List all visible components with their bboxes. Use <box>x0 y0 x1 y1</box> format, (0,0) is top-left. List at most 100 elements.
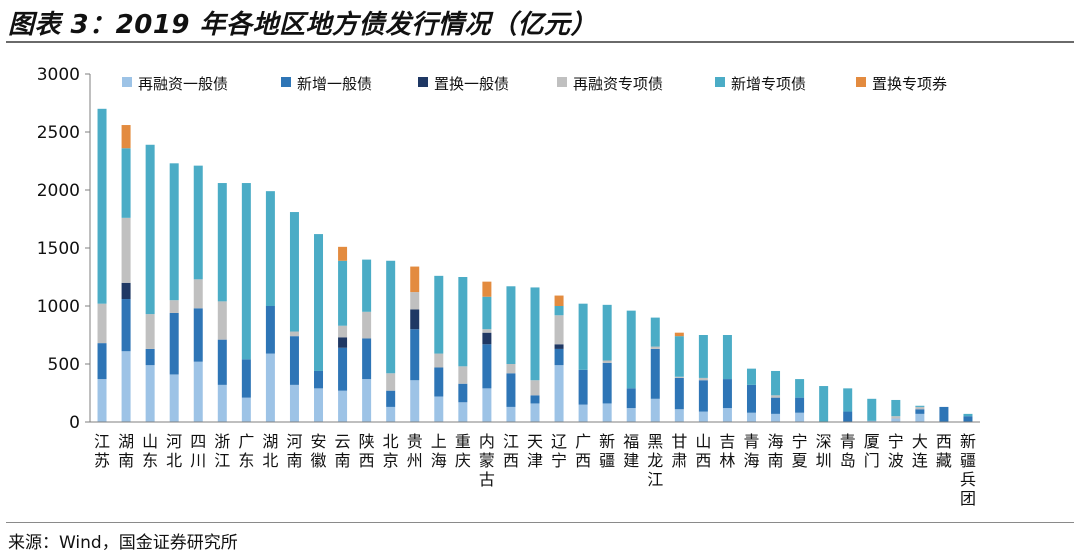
bar-segment <box>915 405 925 407</box>
bar-segment <box>722 335 732 380</box>
bar-segment <box>554 344 564 349</box>
x-tick-label: 重 <box>455 432 471 451</box>
x-tick-label: 南 <box>335 451 351 470</box>
bar-segment <box>97 108 107 304</box>
bar-segment <box>939 406 949 422</box>
bar-segment <box>362 311 372 339</box>
bar-segment <box>891 399 901 417</box>
bar-segment <box>145 144 155 315</box>
bar-segment <box>338 347 348 391</box>
x-tick-label: 西 <box>936 432 952 451</box>
x-tick-label: 海 <box>768 432 784 451</box>
x-tick-label: 东 <box>142 451 158 470</box>
bar-segment <box>193 165 203 280</box>
bar-segment <box>674 409 684 422</box>
bar-segment <box>217 301 227 340</box>
bar-segment <box>482 329 492 333</box>
x-tick-label: 广 <box>575 432 591 451</box>
x-tick-label: 肃 <box>671 451 687 470</box>
x-tick-label: 南 <box>286 451 302 470</box>
x-tick-label: 苏 <box>94 451 110 470</box>
bar-segment <box>338 337 348 348</box>
x-tick-label: 藏 <box>936 451 952 470</box>
bar-segment <box>602 360 612 363</box>
bar-segment <box>362 259 372 312</box>
bar-segment <box>506 286 516 364</box>
x-tick-label: 河 <box>166 432 182 451</box>
x-tick-label: 云 <box>335 432 351 451</box>
y-tick-label: 2500 <box>37 123 80 143</box>
bar-segment <box>386 406 396 422</box>
x-tick-label: 辽 <box>551 432 567 451</box>
bar-segment <box>771 370 781 396</box>
bar-segment <box>482 332 492 345</box>
x-tick-label: 河 <box>286 432 302 451</box>
x-tick-label: 疆 <box>599 451 615 470</box>
x-tick-label: 吉 <box>719 432 735 451</box>
bar-segment <box>410 292 420 310</box>
bar-segment <box>121 217 131 283</box>
bar-segment <box>722 379 732 409</box>
bar-segment <box>434 275 444 354</box>
x-tick-label: 江 <box>647 470 663 489</box>
bar-segment <box>554 306 564 316</box>
bar-segment <box>602 304 612 361</box>
bar-segment <box>530 287 540 381</box>
bar-segment <box>362 338 372 380</box>
x-tick-label: 建 <box>623 451 639 470</box>
bar-segment <box>314 370 324 389</box>
bar-segment <box>362 379 372 422</box>
x-tick-label: 北 <box>262 451 278 470</box>
bar-segment <box>843 388 853 412</box>
bar-segment <box>554 348 564 366</box>
x-tick-label: 连 <box>912 451 928 470</box>
bar-segment <box>121 351 131 422</box>
y-tick-label: 2000 <box>37 181 80 201</box>
bar-segment <box>289 336 299 385</box>
bar-segment <box>674 376 684 378</box>
bar-segment <box>458 402 468 422</box>
x-tick-label: 福 <box>623 432 639 451</box>
x-tick-label: 兵 <box>960 470 976 489</box>
source-divider <box>6 522 1074 523</box>
bar-segment <box>963 416 973 422</box>
x-tick-label: 徽 <box>311 451 327 470</box>
bar-segment <box>97 343 107 380</box>
bar-segment <box>314 234 324 371</box>
bar-segment <box>289 331 299 337</box>
bar-segment <box>602 362 612 404</box>
bar-segment <box>626 388 636 409</box>
bar-segment <box>506 364 516 374</box>
x-tick-label: 海 <box>431 451 447 470</box>
x-tick-label: 龙 <box>647 451 663 470</box>
x-tick-label: 深 <box>816 432 832 451</box>
x-tick-label: 宁 <box>551 451 567 470</box>
x-tick-label: 林 <box>719 451 735 470</box>
bar-segment <box>626 310 636 389</box>
x-tick-label: 疆 <box>960 451 976 470</box>
x-tick-label: 圳 <box>816 451 832 470</box>
legend-label: 新增一般债 <box>297 75 372 93</box>
x-tick-label: 川 <box>190 451 206 470</box>
bar-segment <box>698 411 708 422</box>
bar-segment <box>771 397 781 414</box>
bar-segment <box>530 395 540 404</box>
legend-label: 新增专项债 <box>731 75 806 93</box>
x-tick-label: 湖 <box>262 432 278 451</box>
x-tick-label: 西 <box>503 451 519 470</box>
bar-segment <box>434 353 444 368</box>
bar-segment <box>771 413 781 422</box>
bar-segment <box>169 312 179 375</box>
bar-segment <box>554 315 564 345</box>
legend-label: 再融资专项债 <box>573 75 663 93</box>
bar-segment <box>121 148 131 218</box>
x-tick-label: 西 <box>359 451 375 470</box>
bar-segment <box>674 336 684 377</box>
x-tick-label: 内 <box>479 432 495 451</box>
x-tick-label: 东 <box>238 451 254 470</box>
y-tick-label: 1000 <box>37 297 80 317</box>
x-tick-label: 山 <box>695 432 711 451</box>
legend-swatch <box>418 77 428 87</box>
bar-segment <box>410 329 420 381</box>
bar-segment <box>289 384 299 422</box>
